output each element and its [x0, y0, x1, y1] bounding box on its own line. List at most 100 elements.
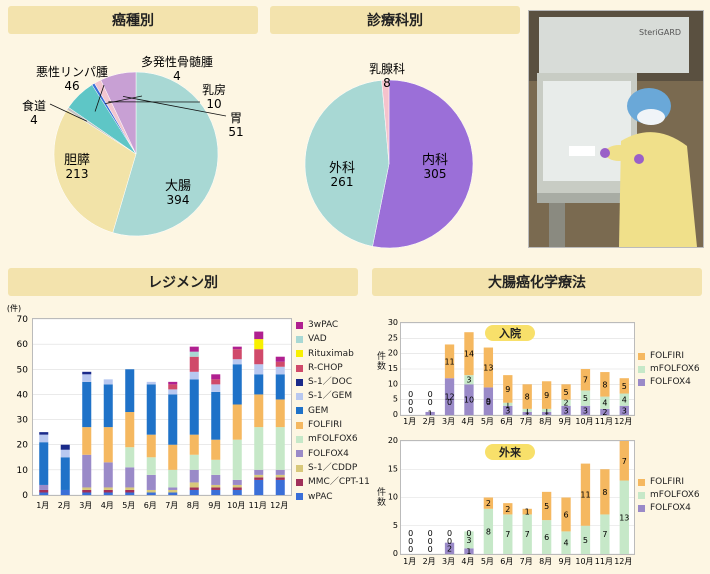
- bar-regimen-5-8: [211, 439, 221, 460]
- bar-inpatient-2-6: [522, 384, 532, 409]
- legend-item-inpatient-0: FOLFOX4: [638, 376, 700, 389]
- outpatient-axis: 0 5 10 15 20: [388, 436, 398, 558]
- bar-regimen-0-11: [275, 479, 285, 495]
- bar-regimen-7-6: [168, 389, 178, 395]
- bar-label-outpatient-2-10: 8: [602, 488, 607, 497]
- legend-item-regimen-8: S-1／DOC: [296, 375, 370, 389]
- bar-regimen-9-7: [189, 356, 199, 372]
- bar-regimen-6-1: [60, 457, 70, 490]
- inpatient-legend: FOLFIRI mFOLFOX6 FOLFOX4: [638, 350, 700, 389]
- bar-label-inpatient-1-3: 3: [466, 376, 471, 385]
- legend-swatch-outpatient-2: [638, 479, 645, 486]
- bar-inpatient-1-9: [580, 390, 591, 406]
- bar-regimen-7-10: [254, 364, 264, 375]
- bar-inpatient-2-9: [580, 369, 591, 391]
- pie-value-cancer_type-2: 4: [30, 113, 38, 127]
- bar-inpatient-2-5: [503, 375, 513, 403]
- bar-label-inpatient-0-5: 3: [505, 406, 510, 415]
- outpatient-tag: 外来: [485, 444, 535, 460]
- bar-outpatient-2-10: [600, 469, 610, 515]
- pie-label-cancer_type-1: 胆膵: [64, 153, 90, 168]
- bar-label-outpatient-2-5: 2: [505, 505, 510, 514]
- legend-label-regimen-9: R-CHOP: [308, 362, 343, 373]
- bar-regimen-11-7: [189, 351, 199, 357]
- bar-regimen-2-7: [189, 482, 199, 488]
- bar-inpatient-0-4: [483, 387, 494, 415]
- photo-safety-cabinet: SteriGARD: [528, 10, 704, 248]
- regimen-legend: 3wPAC VAD Rituximab R-CHOP S-1／DOC S-1／GEM GEM…: [296, 318, 370, 504]
- ytick-outpatient-3: 15: [388, 464, 398, 473]
- bar-label-outpatient-2-6: 1: [525, 508, 530, 517]
- legend-item-regimen-5: FOLFIRI: [296, 418, 370, 432]
- bar-label-outpatient-1-1: 0: [428, 537, 433, 546]
- xtick-inpatient-10: 11月: [595, 417, 613, 426]
- bar-label-outpatient-1-7: 6: [544, 533, 549, 542]
- bar-regimen-6-7: [189, 379, 199, 435]
- bar-inpatient-0-8: [561, 405, 571, 415]
- xtick-regimen-6: 7月: [165, 501, 178, 510]
- bar-outpatient-1-8: [561, 531, 571, 554]
- bar-regimen-5-3: [103, 427, 113, 463]
- bar-outpatient-2-9: [580, 463, 591, 526]
- bar-regimen-3-2: [82, 454, 92, 488]
- bar-regimen-6-10: [254, 374, 264, 395]
- xtick-outpatient-8: 9月: [558, 557, 571, 566]
- pie-slice-department-1: [304, 80, 390, 247]
- bar-label-outpatient-1-6: 7: [525, 530, 530, 539]
- bar-regimen-7-8: [211, 384, 221, 392]
- bar-inpatient-1-3: [464, 375, 474, 385]
- pie-leader-cancer_type-4: [105, 95, 143, 105]
- pie-value-department-2: 8: [383, 76, 391, 90]
- ytick-inpatient-0: 0: [393, 410, 398, 419]
- pie-label-department-1: 外科: [329, 161, 355, 176]
- bar-regimen-0-9: [232, 489, 242, 495]
- bar-inpatient-1-11: [619, 393, 629, 406]
- legend-swatch-regimen-12: [296, 321, 303, 329]
- bar-label-inpatient-2-8: 5: [563, 388, 568, 397]
- legend-label-outpatient-1: mFOLFOX6: [650, 490, 700, 500]
- bar-inpatient-1-6: [522, 408, 532, 412]
- panel-title-colorectal: 大腸癌化学療法: [372, 268, 702, 296]
- bar-inpatient-1-5: [503, 402, 513, 406]
- bar-inpatient-2-10: [600, 372, 610, 397]
- bar-label-inpatient-0-4: 9: [486, 397, 491, 406]
- bar-regimen-5-9: [232, 404, 242, 440]
- bar-regimen-2-5: [146, 489, 156, 493]
- bar-inpatient-0-7: [541, 411, 552, 415]
- bar-label-inpatient-1-0: 0: [408, 398, 413, 407]
- pie-value-department-1: 261: [331, 175, 354, 189]
- bar-regimen-7-1: [60, 449, 70, 458]
- pie-leader-cancer_type-2: [49, 103, 88, 122]
- bar-inpatient-2-3: [464, 332, 474, 376]
- xtick-outpatient-2: 3月: [442, 557, 455, 566]
- pie-value-cancer_type-5: 10: [206, 97, 221, 111]
- ytick-inpatient-4: 20: [388, 349, 398, 358]
- panel-title-regimen: レジメン別: [8, 268, 358, 296]
- regimen-chart-area: [32, 318, 292, 496]
- bar-outpatient-1-6: [522, 514, 532, 554]
- bar-regimen-10-10: [254, 339, 264, 350]
- bar-inpatient-0-10: [600, 408, 610, 415]
- bar-label-outpatient-2-9: 11: [580, 491, 590, 500]
- xtick-regimen-2: 3月: [79, 501, 92, 510]
- bar-outpatient-1-9: [580, 525, 591, 554]
- legend-label-inpatient-0: FOLFOX4: [650, 377, 691, 387]
- inpatient-axis: 0 5 10 15 20 25 30: [388, 318, 398, 419]
- legend-label-regimen-12: 3wPAC: [308, 320, 339, 330]
- bar-regimen-5-10: [254, 394, 264, 428]
- bar-label-inpatient-2-5: 9: [505, 385, 510, 394]
- bar-regimen-0-7: [189, 489, 199, 495]
- ytick-outpatient-1: 5: [393, 521, 398, 530]
- xtick-outpatient-1: 2月: [423, 557, 436, 566]
- bar-outpatient-1-3: [464, 531, 474, 549]
- ytick-regimen-0: 0: [22, 491, 28, 501]
- pie-leader-cancer_type-6: [122, 96, 227, 117]
- legend-swatch-regimen-11: [296, 335, 303, 343]
- bar-regimen-4-7: [189, 454, 199, 470]
- bar-outpatient-2-7: [541, 491, 552, 521]
- bar-regimen-12-7: [189, 346, 199, 352]
- xtick-outpatient-6: 7月: [520, 557, 533, 566]
- bar-regimen-5-2: [82, 427, 92, 455]
- bar-label-outpatient-1-0: 0: [408, 537, 413, 546]
- bar-label-inpatient-0-10: 2: [602, 408, 607, 415]
